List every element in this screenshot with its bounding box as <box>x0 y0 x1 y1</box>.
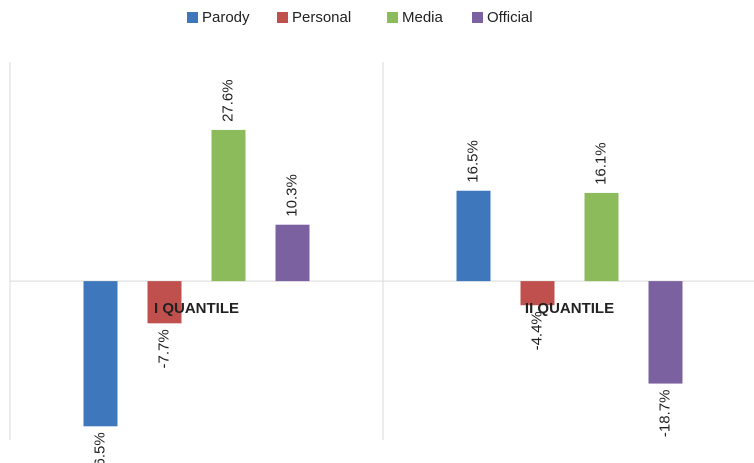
category-label: I QUANTILE <box>154 300 239 317</box>
value-label: 16.1% <box>592 142 609 185</box>
bar <box>83 281 118 427</box>
legend-swatch <box>187 12 198 23</box>
legend-label: Media <box>402 9 444 26</box>
legend-label: Personal <box>292 9 351 26</box>
bar <box>456 190 491 282</box>
bar <box>520 281 555 306</box>
bar <box>211 129 246 282</box>
legend-label: Parody <box>202 9 250 26</box>
bar <box>275 224 310 282</box>
bar <box>648 281 683 384</box>
bar <box>147 281 182 324</box>
bar <box>584 192 619 282</box>
value-label: -7.7% <box>155 329 172 368</box>
value-label: -18.7% <box>656 390 673 438</box>
value-label: -26.5% <box>91 432 108 463</box>
legend-swatch <box>387 12 398 23</box>
value-label: 27.6% <box>219 79 236 122</box>
legend-label: Official <box>487 9 533 26</box>
value-label: -4.4% <box>528 311 545 350</box>
legend-swatch <box>277 12 288 23</box>
value-label: 16.5% <box>464 140 481 183</box>
category-label: II QUANTILE <box>525 300 614 317</box>
legend-swatch <box>472 12 483 23</box>
value-label: 10.3% <box>283 174 300 217</box>
